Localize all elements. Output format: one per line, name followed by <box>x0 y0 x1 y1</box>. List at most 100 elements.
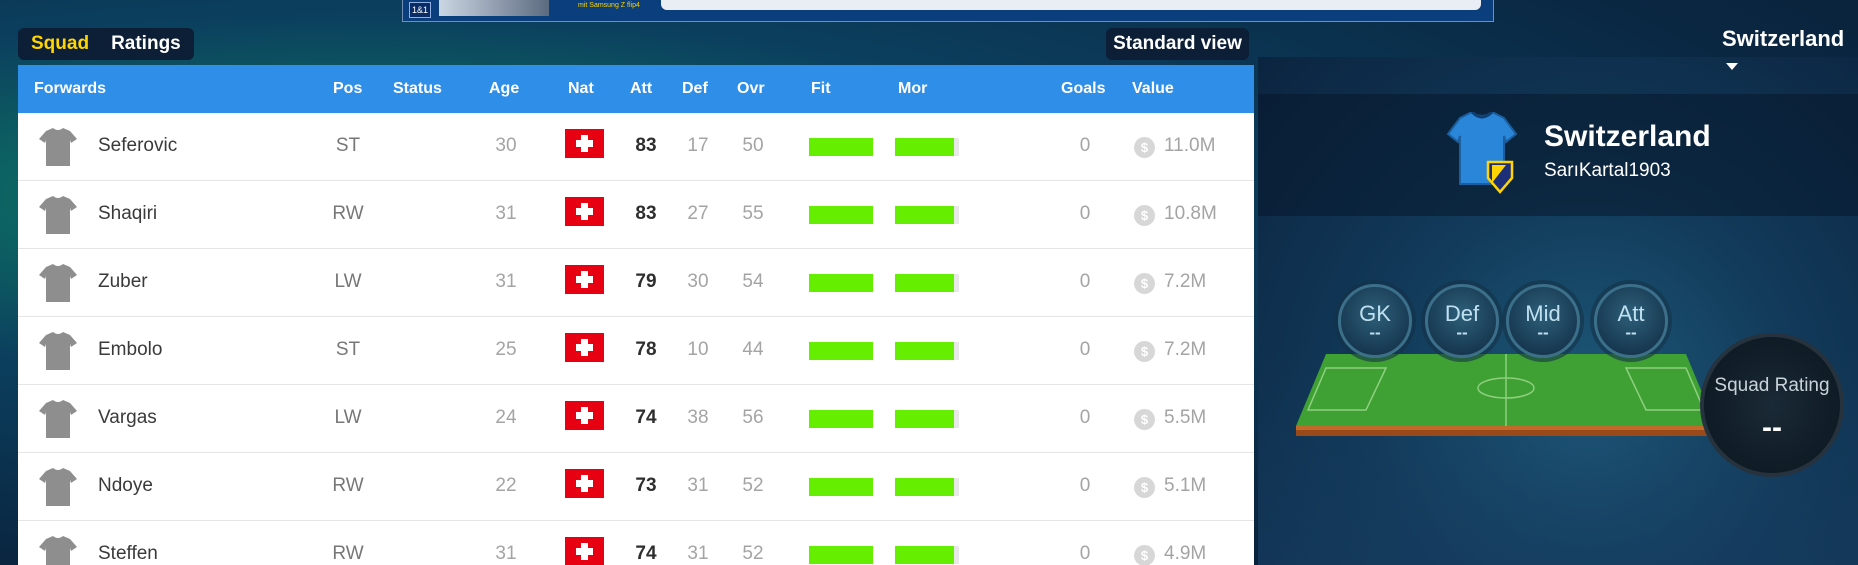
header-att[interactable]: Att <box>630 80 653 97</box>
player-value: 11.0M <box>1164 135 1216 156</box>
player-position: RW <box>332 475 364 496</box>
player-def: 10 <box>687 339 709 360</box>
player-shirt-icon <box>39 536 77 565</box>
fitness-bar-fill <box>809 274 873 292</box>
player-ovr: 50 <box>742 135 764 156</box>
coin-icon: $ <box>1134 409 1155 430</box>
player-ovr: 52 <box>742 543 764 564</box>
chevron-down-icon <box>1726 62 1738 70</box>
fitness-bar <box>809 546 873 564</box>
player-goals: 0 <box>1079 407 1091 428</box>
player-position: LW <box>334 271 362 292</box>
squad-rating-value: -- <box>1762 411 1782 444</box>
fitness-bar-fill <box>809 410 873 428</box>
player-ovr: 55 <box>742 203 764 224</box>
player-shirt-icon <box>39 196 77 234</box>
view-tabs: Squad Ratings <box>18 28 194 60</box>
player-def: 27 <box>687 203 709 224</box>
squad-rating-label: Squad Rating <box>1714 375 1830 396</box>
position-rating-label: Mid <box>1525 301 1561 326</box>
tab-squad[interactable]: Squad <box>31 33 90 54</box>
position-rating-mid[interactable]: Mid -- <box>1506 284 1580 358</box>
header-value[interactable]: Value <box>1132 80 1174 97</box>
tab-ratings[interactable]: Ratings <box>111 33 181 54</box>
position-rating-value: -- <box>1369 323 1381 342</box>
player-att: 83 <box>635 203 657 224</box>
header-ovr[interactable]: Ovr <box>737 80 765 97</box>
player-name[interactable]: Ndoye <box>98 475 153 496</box>
player-att: 83 <box>635 135 657 156</box>
ad-logo: 1&1 <box>409 2 431 18</box>
swiss-flag-icon <box>565 469 604 498</box>
player-name[interactable]: Embolo <box>98 339 163 360</box>
player-value: 10.8M <box>1164 203 1217 224</box>
player-shirt-icon <box>39 468 77 506</box>
squad-table: Forwards Pos Status Age Nat Att Def Ovr … <box>18 65 1254 565</box>
player-age: 31 <box>495 271 517 292</box>
player-age: 31 <box>495 543 517 564</box>
header-age[interactable]: Age <box>489 80 520 97</box>
table-row[interactable]: Vargas LW 24 74 38 56 0 $ 5.5M <box>18 385 1254 453</box>
header-def[interactable]: Def <box>682 80 708 97</box>
table-row[interactable]: Zuber LW 31 79 30 54 0 $ 7.2M <box>18 249 1254 317</box>
morale-bar-fill <box>895 138 954 156</box>
player-value: 7.2M <box>1164 271 1207 292</box>
position-rating-gk[interactable]: GK -- <box>1338 284 1412 358</box>
fitness-bar-fill <box>809 546 873 564</box>
table-row[interactable]: Ndoye RW 22 73 31 52 0 $ 5.1M <box>18 453 1254 521</box>
player-def: 38 <box>687 407 709 428</box>
player-name[interactable]: Steffen <box>98 543 158 564</box>
table-body: Seferovic ST 30 83 17 50 0 $ 11.0M Shaqi… <box>18 113 1254 565</box>
team-card[interactable]: Switzerland SarıKartal1903 <box>1258 94 1858 216</box>
player-att: 74 <box>635 407 657 428</box>
player-position: ST <box>335 135 361 156</box>
table-row[interactable]: Embolo ST 25 78 10 44 0 $ 7.2M <box>18 317 1254 385</box>
fitness-bar <box>809 342 873 360</box>
coin-icon: $ <box>1134 477 1155 498</box>
player-goals: 0 <box>1079 339 1091 360</box>
header-pos[interactable]: Pos <box>333 80 363 97</box>
header-nat[interactable]: Nat <box>568 80 594 97</box>
table-row[interactable]: Shaqiri RW 31 83 27 55 0 $ 10.8M <box>18 181 1254 249</box>
country-dropdown[interactable]: Switzerland <box>1722 26 1858 78</box>
fitness-bar-fill <box>809 206 873 224</box>
morale-bar <box>895 138 959 156</box>
player-def: 30 <box>687 271 709 292</box>
standard-view-button[interactable]: Standard view <box>1106 28 1249 60</box>
header-mor[interactable]: Mor <box>898 80 928 97</box>
player-att: 73 <box>635 475 657 496</box>
player-name[interactable]: Vargas <box>98 407 157 428</box>
ad-banner[interactable]: 1&1 mit Samsung Z flip4 <box>402 0 1494 22</box>
pitch-graphic <box>1296 354 1716 436</box>
player-ovr: 56 <box>742 407 764 428</box>
fitness-bar-fill <box>809 478 873 496</box>
morale-bar-fill <box>895 410 954 428</box>
player-goals: 0 <box>1079 135 1091 156</box>
table-header: Forwards Pos Status Age Nat Att Def Ovr … <box>18 65 1254 113</box>
position-rating-value: -- <box>1456 323 1468 342</box>
morale-bar <box>895 546 959 564</box>
position-rating-att[interactable]: Att -- <box>1594 284 1668 358</box>
ad-image <box>439 0 549 16</box>
table-row[interactable]: Seferovic ST 30 83 17 50 0 $ 11.0M <box>18 113 1254 181</box>
fitness-bar <box>809 206 873 224</box>
player-name[interactable]: Seferovic <box>98 135 178 156</box>
morale-bar-fill <box>895 478 954 496</box>
swiss-flag-icon <box>565 333 604 362</box>
position-rating-value: -- <box>1537 323 1549 342</box>
player-name[interactable]: Zuber <box>98 271 148 292</box>
fitness-bar <box>809 274 873 292</box>
header-status[interactable]: Status <box>393 80 442 97</box>
header-goals[interactable]: Goals <box>1061 80 1106 97</box>
ad-tagline: mit Samsung Z flip4 <box>578 2 640 9</box>
fitness-bar <box>809 410 873 428</box>
player-name[interactable]: Shaqiri <box>98 203 158 224</box>
player-att: 78 <box>635 339 657 360</box>
table-row[interactable]: Steffen RW 31 74 31 52 0 $ 4.9M <box>18 521 1254 565</box>
squad-rating-badge: Squad Rating -- <box>1700 333 1844 477</box>
player-age: 24 <box>495 407 517 428</box>
header-fit[interactable]: Fit <box>811 80 831 97</box>
position-rating-def[interactable]: Def -- <box>1425 284 1499 358</box>
header-group[interactable]: Forwards <box>34 80 107 97</box>
swiss-flag-icon <box>565 197 604 226</box>
